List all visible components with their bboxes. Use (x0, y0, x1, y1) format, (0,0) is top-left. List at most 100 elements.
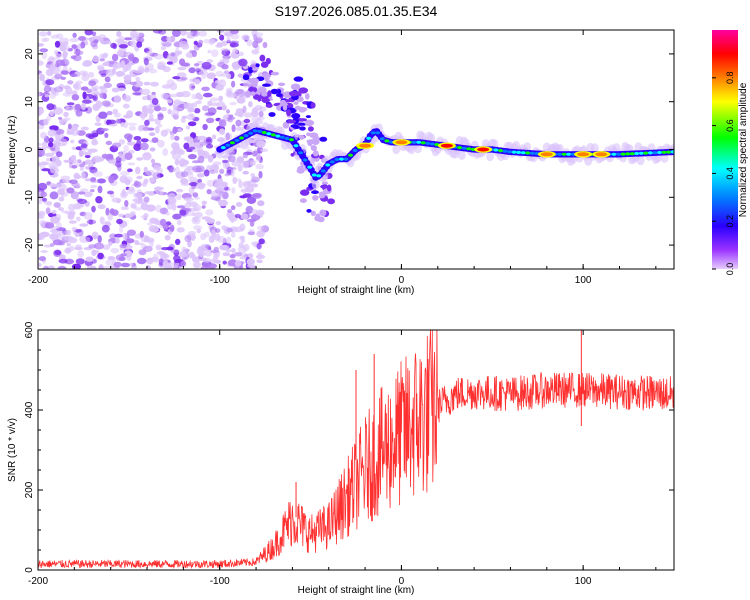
noise-speck (251, 107, 259, 114)
noise-speck (255, 37, 262, 44)
noise-speck (46, 202, 53, 207)
noise-speck (175, 193, 182, 201)
noise-speck (147, 118, 156, 122)
noise-speck (46, 115, 51, 122)
trace-mid (416, 140, 422, 144)
noise-speck (39, 73, 45, 82)
noise-speck (173, 259, 182, 263)
noise-speck (240, 188, 248, 193)
noise-speck (225, 87, 233, 94)
noise-speck (241, 34, 250, 41)
trace-peak (440, 143, 453, 148)
noise-speck (247, 231, 256, 236)
noise-speck (49, 236, 55, 240)
noise-speck (83, 191, 93, 198)
noise-speck (201, 205, 206, 209)
noise-speck (99, 216, 105, 225)
noise-speck (116, 218, 123, 225)
noise-speck (82, 61, 92, 67)
noise-speck (242, 105, 247, 114)
noise-speck (243, 80, 249, 88)
trace-mid (420, 141, 426, 145)
trace-mid (234, 138, 240, 142)
noise-speck (248, 101, 253, 108)
noise-speck (230, 232, 236, 238)
noise-speck (67, 80, 74, 85)
noise-speck (206, 72, 216, 80)
noise-speck (235, 126, 245, 131)
trace-mid (493, 148, 499, 152)
trace-mid (620, 152, 626, 156)
noise-speck (257, 116, 265, 120)
noise-speck (231, 248, 236, 253)
noise-speck (201, 86, 210, 92)
noise-speck (50, 34, 60, 39)
noise-speck (147, 222, 153, 226)
noise-speck (258, 238, 265, 245)
noise-speck (216, 187, 222, 196)
noise-speck (160, 45, 167, 51)
noise-speck (206, 217, 215, 225)
noise-speck (55, 53, 63, 58)
scatter-speck (265, 57, 271, 65)
noise-speck (205, 209, 214, 216)
noise-speck (235, 119, 242, 127)
trace-mid (566, 152, 572, 156)
noise-speck (119, 226, 124, 233)
noise-speck (174, 158, 180, 166)
trace-mid (625, 152, 631, 156)
noise-speck (103, 82, 112, 89)
snr-content (38, 330, 674, 569)
scatter-speck (304, 93, 310, 100)
colorbar-tick-label: 0.0 (725, 263, 735, 276)
noise-speck (210, 38, 216, 44)
noise-speck (80, 86, 89, 91)
noise-speck (107, 159, 116, 164)
colorbar-gradient (712, 30, 738, 269)
noise-speck (85, 256, 94, 262)
trace-mid (352, 148, 358, 153)
noise-speck (97, 185, 103, 194)
noise-speck (164, 39, 172, 48)
noise-speck (191, 93, 197, 100)
trace-mid (261, 130, 267, 135)
noise-speck (172, 213, 182, 220)
noise-speck (88, 244, 97, 249)
noise-speck (149, 132, 156, 137)
y-tick-label: -20 (24, 237, 35, 252)
noise-speck (74, 229, 82, 233)
noise-speck (68, 220, 77, 224)
noise-speck (154, 186, 162, 194)
trace-mid (375, 131, 381, 135)
scatter-speck (276, 93, 283, 97)
trace-mid (293, 144, 299, 148)
noise-speck (129, 262, 134, 266)
noise-speck (183, 197, 194, 202)
noise-speck (74, 103, 82, 111)
noise-speck (51, 209, 57, 215)
noise-speck (87, 148, 98, 153)
noise-speck (149, 228, 160, 232)
scatter-speck (293, 101, 299, 105)
noise-speck (75, 244, 82, 250)
noise-speck (194, 108, 201, 114)
trace-mid (502, 149, 508, 153)
trace-mid (243, 134, 249, 138)
noise-speck (143, 196, 150, 203)
noise-speck (80, 126, 89, 131)
trace-mid (229, 141, 235, 145)
noise-speck (100, 128, 109, 132)
noise-speck (94, 250, 100, 254)
noise-speck (239, 235, 246, 240)
noise-speck (140, 138, 149, 143)
noise-speck (157, 113, 164, 121)
scatter-speck (264, 75, 270, 82)
noise-speck (228, 114, 234, 118)
noise-speck (210, 102, 218, 107)
noise-speck (126, 238, 135, 244)
noise-speck (126, 141, 137, 146)
x-tick-label: 0 (399, 275, 405, 286)
noise-speck (192, 216, 199, 223)
noise-speck (209, 169, 216, 174)
noise-speck (61, 118, 68, 123)
